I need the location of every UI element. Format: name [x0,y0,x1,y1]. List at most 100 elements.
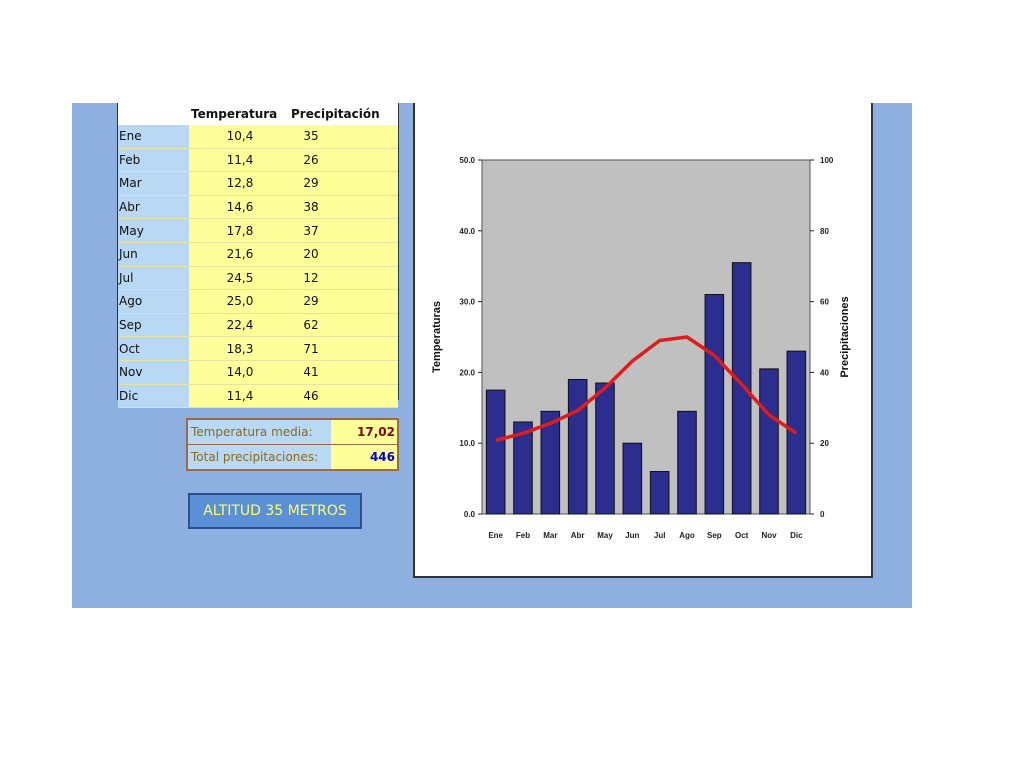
month-cell: Jun [118,242,189,267]
bar-Abr [567,378,588,515]
climate-chart: 0.0 10.0 20.0 30.0 40.0 50.0 0 20 40 60 80 100 Ene Fe… [413,103,873,578]
temperature-cell: 12,8 [189,171,291,196]
mean-temperature-label: Temperatura media: [188,420,331,444]
table-row: Abr 14,6 38 [118,195,398,220]
table-row: Jun 21,6 20 [118,242,398,267]
empty-cell [331,195,398,220]
empty-cell [331,289,398,314]
left-tick-label: 40.0 [459,227,475,236]
x-tick-label: Dic [790,531,803,540]
right-axis-title: Precipitaciones [839,296,851,377]
summary-box: Temperatura media: 17,02 Total precipita… [186,418,399,471]
table-row: Oct 18,3 71 [118,336,398,361]
month-cell: Feb [118,148,189,173]
empty-cell [331,360,398,385]
right-tick-label: 40 [820,368,829,377]
month-cell: Mar [118,171,189,196]
month-cell: Ene [118,125,189,149]
temperature-cell: 14,0 [189,360,291,385]
temperature-line [495,335,798,443]
precipitation-cell: 12 [291,266,331,291]
left-tick-label: 50.0 [459,156,475,165]
precipitation-cell: 26 [291,148,331,173]
month-cell: Abr [118,195,189,220]
x-tick-label: Ago [679,531,695,540]
empty-cell [331,171,398,196]
temperature-cell: 17,8 [189,218,291,243]
table-row: Ago 25,0 29 [118,289,398,314]
mean-temperature-value: 17,02 [357,425,395,439]
total-precipitation-label: Total precipitaciones: [188,445,331,469]
x-tick-label: Nov [761,531,777,540]
table-row: Sep 22,4 62 [118,313,398,338]
empty-cell [331,242,398,267]
left-axis-title: Temperaturas [431,301,443,373]
x-tick-label: Jun [625,531,639,540]
precipitation-cell: 37 [291,218,331,243]
right-tick-label: 80 [820,227,829,236]
chart-svg: 0.0 10.0 20.0 30.0 40.0 50.0 0 20 40 60 80 100 Ene Fe… [431,156,851,540]
temperature-cell: 14,6 [189,195,291,220]
bar-Jul [649,471,670,515]
x-tick-label: Sep [707,531,722,540]
table-row: Dic 11,4 46 [118,384,398,409]
summary-row-temperature: Temperatura media: 17,02 [188,420,397,445]
table-row: Ene 10,4 35 [118,125,398,149]
x-tick-label: Jul [654,531,666,540]
temperature-cell: 25,0 [189,289,291,314]
temperature-cell: 10,4 [189,125,291,149]
month-cell: Oct [118,336,189,361]
precipitation-cell: 71 [291,336,331,361]
month-cell: Jul [118,266,189,291]
empty-cell [331,384,398,409]
total-precipitation-value: 446 [369,450,395,464]
plot-area [481,159,811,515]
empty-cell [331,148,398,173]
right-tick-label: 20 [820,439,829,448]
left-tick-label: 30.0 [459,298,475,307]
empty-cell [331,313,398,338]
month-cell: Ago [118,289,189,314]
temperature-cell: 24,5 [189,266,291,291]
empty-cell [331,125,398,149]
table-row: Jul 24,5 12 [118,266,398,291]
x-tick-label: Ene [488,531,503,540]
table-row: Feb 11,4 26 [118,148,398,173]
temperature-cell: 22,4 [189,313,291,338]
bar-Jun [622,442,643,515]
month-cell: Nov [118,360,189,385]
bar-Sep [704,294,725,515]
precipitation-cell: 35 [291,125,331,149]
summary-row-precipitation: Total precipitaciones: 446 [188,445,397,469]
table-row: Mar 12,8 29 [118,171,398,196]
temperature-cell: 18,3 [189,336,291,361]
temperature-cell: 11,4 [189,148,291,173]
left-tick-label: 0.0 [464,510,476,519]
header-month [118,103,189,125]
month-cell: Dic [118,384,189,409]
x-tick-label: May [597,531,613,540]
precipitation-cell: 41 [291,360,331,385]
precipitation-cell: 29 [291,171,331,196]
right-tick-label: 100 [820,156,834,165]
precipitation-cell: 46 [291,384,331,409]
empty-cell [331,266,398,291]
x-tick-label: Oct [735,531,749,540]
precipitation-cell: 20 [291,242,331,267]
month-cell: May [118,218,189,243]
precipitation-cell: 62 [291,313,331,338]
right-tick-label: 0 [820,510,825,519]
temperature-cell: 21,6 [189,242,291,267]
right-tick-label: 60 [820,298,829,307]
bar-Ene [485,389,506,515]
table-row: May 17,8 37 [118,218,398,243]
empty-cell [331,218,398,243]
table-header-row: Temperatura Precipitación [118,103,398,125]
bar-Nov [759,368,779,515]
month-cell: Sep [118,313,189,338]
table-row: Nov 14,0 41 [118,360,398,385]
climate-table: Temperatura Precipitación Ene 10,4 35 Feb 11… [117,103,399,409]
precipitation-cell: 29 [291,289,331,314]
x-tick-label: Feb [516,531,530,540]
altitude-button[interactable]: ALTITUD 35 METROS [188,493,362,529]
